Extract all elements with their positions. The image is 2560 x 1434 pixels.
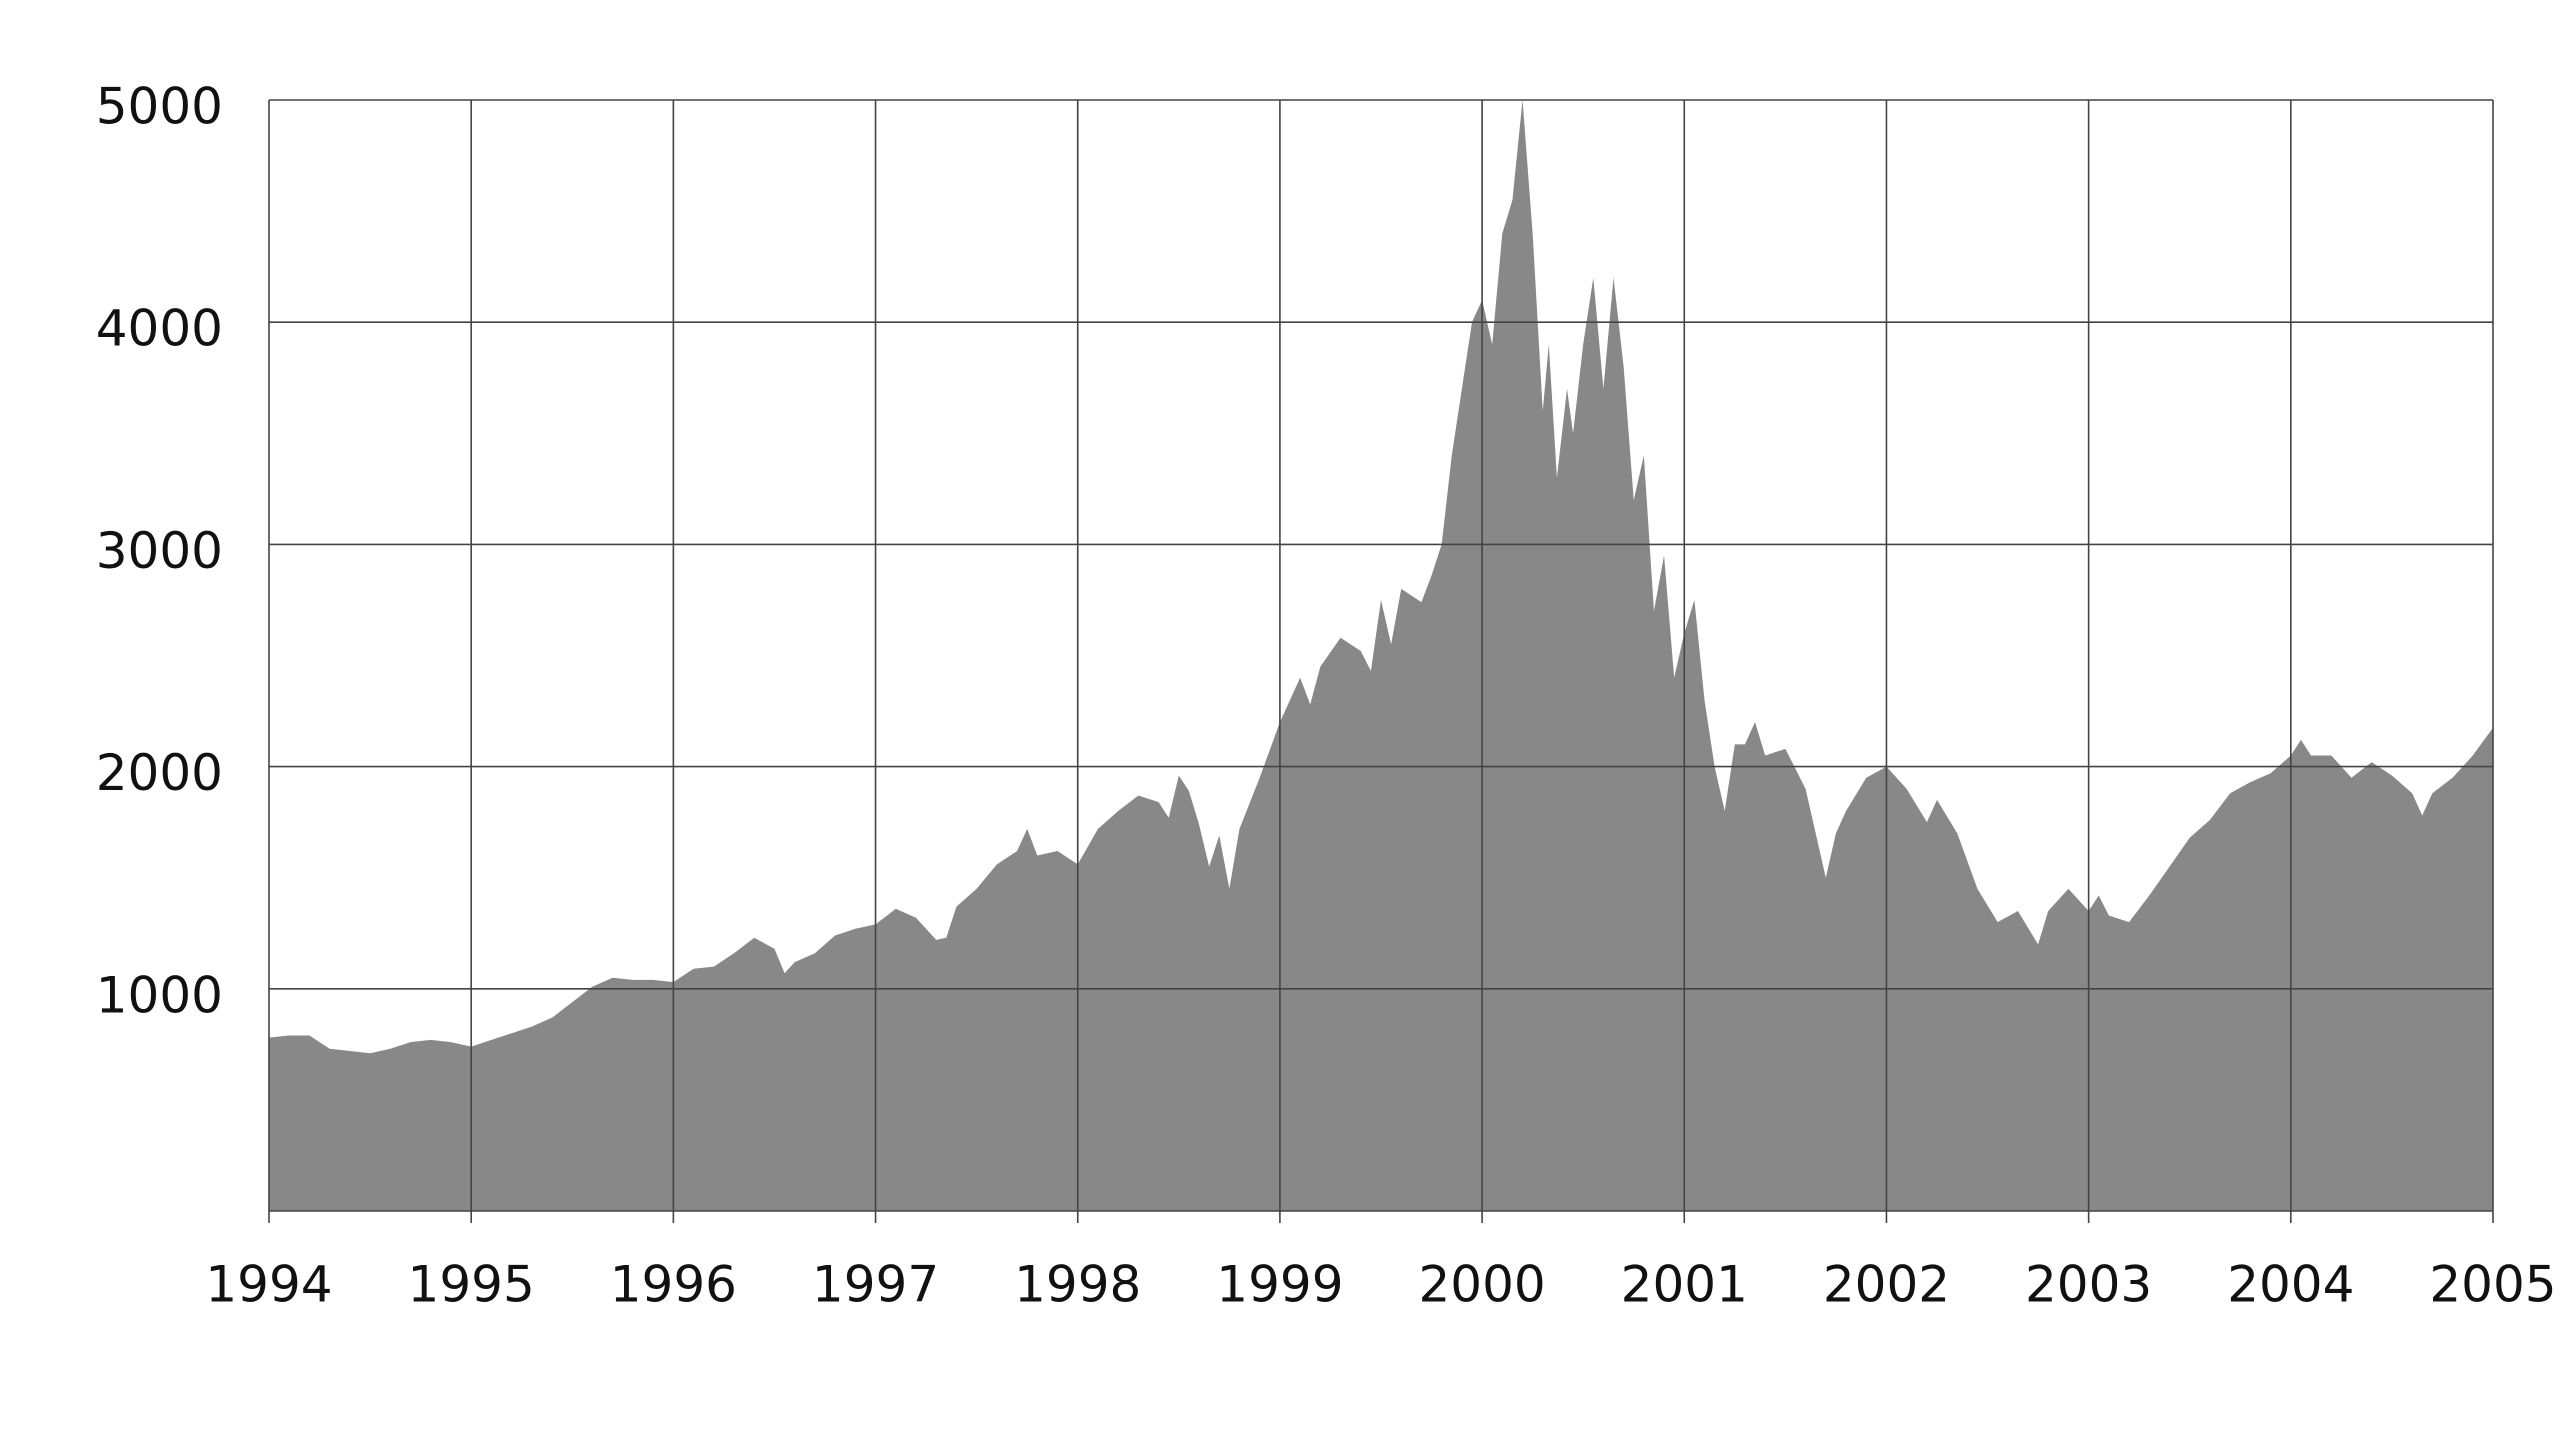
x-tick-label: 2000 (1418, 1256, 1545, 1314)
y-tick-label: 4000 (96, 300, 223, 358)
x-tick-label: 1997 (812, 1256, 939, 1314)
x-tick-label: 1998 (1014, 1256, 1141, 1314)
x-tick-label: 1994 (205, 1256, 332, 1314)
x-tick-label: 2004 (2227, 1256, 2354, 1314)
x-tick-label: 1999 (1216, 1256, 1343, 1314)
x-tick-label: 2005 (2429, 1256, 2556, 1314)
y-tick-label: 5000 (96, 78, 223, 136)
x-tick-label: 2001 (1621, 1256, 1748, 1314)
area (269, 100, 2493, 1211)
x-tick-label: 1996 (610, 1256, 737, 1314)
y-tick-label: 1000 (96, 966, 223, 1024)
x-tick-label: 2002 (1823, 1256, 1950, 1314)
x-tick-label: 1995 (408, 1256, 535, 1314)
y-tick-label: 2000 (96, 744, 223, 802)
x-tick-label: 2003 (2025, 1256, 2152, 1314)
y-tick-label: 3000 (96, 522, 223, 580)
